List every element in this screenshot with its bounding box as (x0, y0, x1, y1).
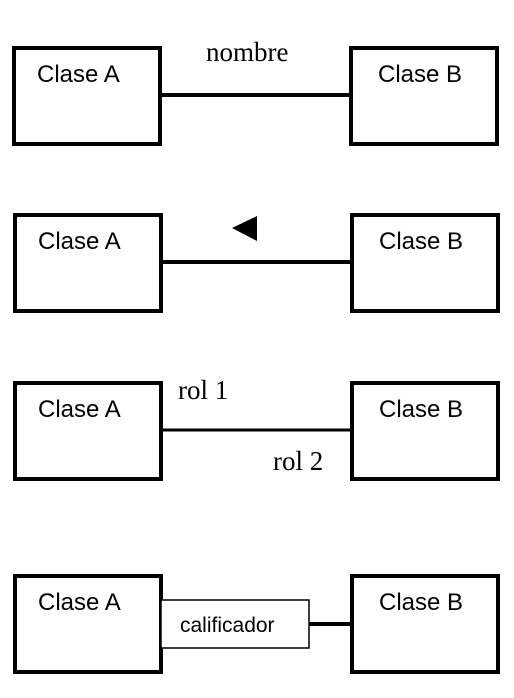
class-a-label: Clase A (38, 228, 121, 255)
association-name-label: nombre (206, 37, 288, 67)
qualifier-label: calificador (180, 614, 275, 637)
class-a-label: Clase A (38, 589, 121, 616)
role-association-diagram: Clase A Clase B rol 1 rol 2 (13, 375, 500, 481)
class-b-label: Clase B (378, 61, 462, 88)
class-a-label: Clase A (38, 396, 121, 423)
class-b-box (350, 213, 500, 313)
class-b-label: Clase B (379, 228, 463, 255)
named-association-diagram: Clase A Clase B nombre (12, 37, 499, 146)
class-b-box (349, 46, 499, 146)
directed-association-diagram: Clase A Clase B (13, 213, 500, 313)
qualified-association-diagram: Clase A Clase B calificador (13, 574, 500, 674)
role-1-label: rol 1 (178, 375, 228, 405)
class-a-box (12, 46, 162, 146)
class-b-label: Clase B (379, 589, 463, 616)
class-b-label: Clase B (379, 396, 463, 423)
qualifier-box (160, 599, 310, 649)
class-b-box (350, 574, 500, 674)
role-2-label: rol 2 (273, 446, 323, 476)
class-b-box (350, 381, 500, 481)
class-a-box (13, 381, 163, 481)
left-triangle-arrow-icon (232, 216, 257, 241)
class-a-label: Clase A (37, 61, 120, 88)
class-a-box (13, 213, 163, 313)
